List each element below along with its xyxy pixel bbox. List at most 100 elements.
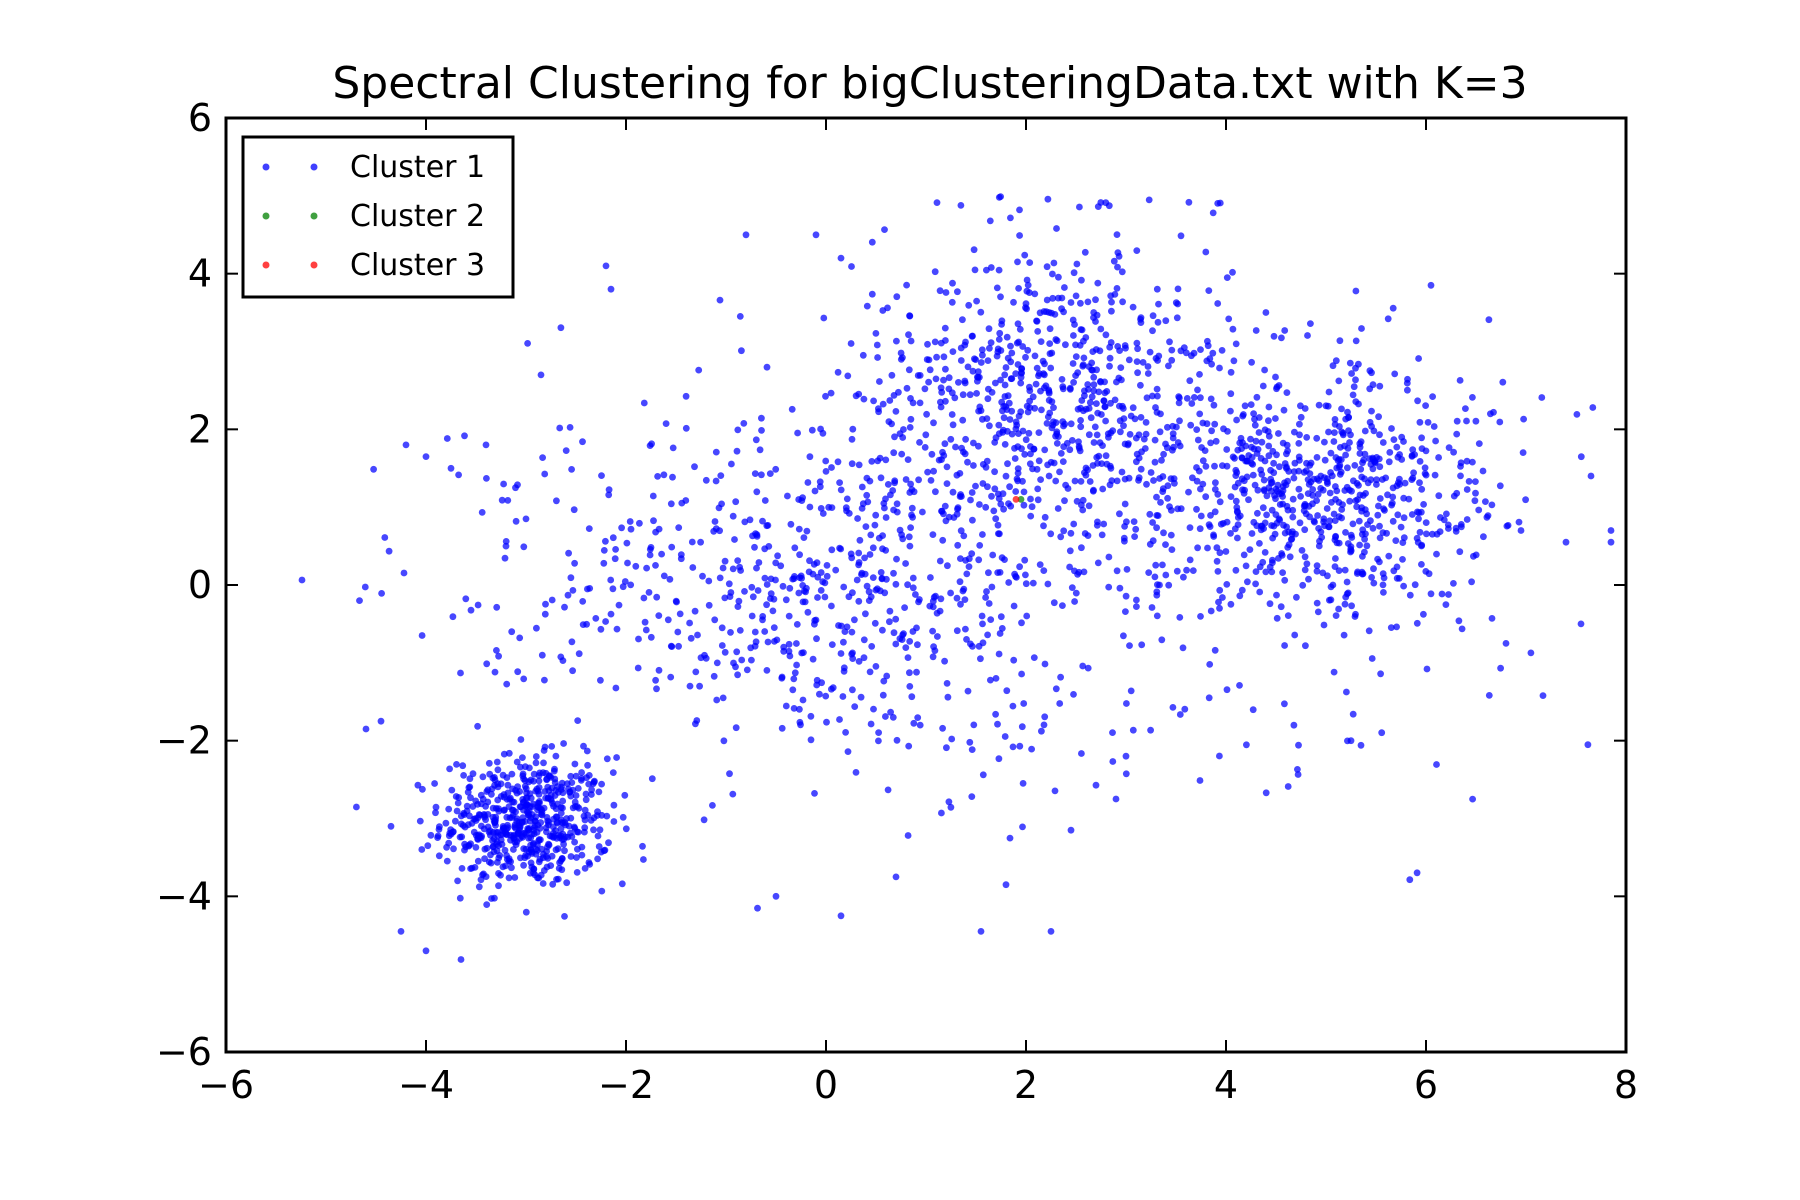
scatter-point-cluster-1	[414, 781, 422, 789]
scatter-point-cluster-1	[848, 554, 856, 562]
scatter-point-cluster-1	[906, 542, 914, 550]
scatter-point-cluster-1	[1463, 516, 1471, 523]
scatter-point-cluster-1	[996, 630, 1004, 637]
scatter-point-cluster-1	[875, 729, 882, 736]
scatter-point-cluster-1	[1114, 343, 1122, 350]
scatter-point-cluster-1	[466, 775, 474, 783]
scatter-point-cluster-1	[1174, 505, 1182, 513]
scatter-point-cluster-1	[1281, 529, 1289, 537]
scatter-point-cluster-1	[1122, 608, 1129, 615]
scatter-point-cluster-1	[470, 815, 478, 823]
scatter-point-cluster-1	[1225, 315, 1233, 323]
scatter-point-cluster-1	[453, 807, 461, 815]
scatter-point-cluster-1	[909, 513, 916, 521]
scatter-point-cluster-1	[1109, 758, 1117, 765]
scatter-point-cluster-1	[860, 636, 868, 644]
scatter-point-cluster-1	[872, 663, 880, 670]
scatter-point-cluster-1	[752, 436, 760, 444]
scatter-point-cluster-1	[1346, 359, 1354, 367]
scatter-point-cluster-1	[1379, 439, 1387, 446]
scatter-point-cluster-1	[1116, 417, 1124, 425]
scatter-point-cluster-1	[929, 531, 937, 538]
scatter-point-cluster-1	[1346, 486, 1353, 494]
scatter-point-cluster-1	[979, 771, 987, 779]
scatter-point-cluster-1	[985, 569, 992, 577]
scatter-point-cluster-1	[743, 666, 751, 674]
scatter-point-cluster-1	[1016, 206, 1023, 214]
scatter-point-cluster-1	[914, 714, 922, 721]
scatter-point-cluster-1	[1073, 260, 1081, 268]
scatter-point-cluster-1	[1502, 640, 1510, 647]
scatter-point-cluster-1	[1376, 522, 1383, 530]
scatter-point-cluster-1	[607, 285, 615, 293]
scatter-point-cluster-1	[1094, 279, 1102, 287]
scatter-point-cluster-1	[1023, 305, 1030, 313]
scatter-point-cluster-1	[914, 641, 921, 649]
scatter-point-cluster-1	[508, 628, 516, 636]
scatter-point-cluster-1	[583, 747, 591, 755]
scatter-point-cluster-1	[906, 489, 914, 496]
scatter-point-cluster-1	[1067, 299, 1075, 306]
scatter-point-cluster-1	[893, 500, 901, 508]
scatter-point-cluster-1	[1443, 510, 1450, 518]
scatter-point-cluster-1	[716, 527, 723, 535]
scatter-point-cluster-1	[664, 616, 672, 624]
scatter-point-cluster-1	[978, 612, 986, 620]
scatter-point-cluster-1	[909, 584, 917, 592]
scatter-point-cluster-1	[1176, 711, 1184, 718]
scatter-point-cluster-1	[1227, 600, 1235, 608]
scatter-point-cluster-1	[752, 638, 760, 646]
scatter-point-cluster-1	[1341, 566, 1349, 574]
scatter-point-cluster-1	[503, 852, 510, 859]
scatter-point-cluster-1	[1013, 475, 1021, 483]
scatter-point-cluster-1	[602, 537, 609, 545]
scatter-point-cluster-1	[1361, 450, 1369, 458]
scatter-point-cluster-1	[1088, 393, 1096, 401]
scatter-point-cluster-1	[1078, 750, 1085, 757]
scatter-point-cluster-1	[976, 501, 983, 508]
scatter-point-cluster-1	[977, 308, 985, 316]
scatter-point-cluster-1	[1024, 281, 1032, 289]
scatter-point-cluster-1	[1223, 581, 1231, 588]
scatter-point-cluster-1	[578, 775, 585, 782]
scatter-point-cluster-1	[806, 453, 814, 461]
scatter-point-cluster-1	[1066, 563, 1073, 571]
scatter-point-cluster-1	[770, 595, 778, 603]
scatter-point-cluster-1	[736, 627, 744, 634]
scatter-point-cluster-1	[1384, 315, 1392, 323]
scatter-point-cluster-1	[975, 642, 983, 650]
scatter-point-cluster-1	[1410, 469, 1417, 477]
scatter-point-cluster-1	[1014, 465, 1022, 472]
scatter-point-cluster-1	[944, 562, 951, 570]
scatter-point-cluster-1	[1348, 370, 1355, 377]
scatter-point-cluster-1	[1196, 525, 1204, 533]
scatter-point-cluster-1	[1188, 400, 1196, 407]
scatter-point-cluster-1	[1214, 300, 1222, 307]
scatter-point-cluster-1	[1234, 534, 1241, 542]
scatter-point-cluster-1	[1338, 405, 1345, 413]
scatter-point-cluster-1	[1045, 396, 1053, 404]
scatter-point-cluster-1	[791, 669, 799, 677]
scatter-point-cluster-1	[1014, 320, 1022, 328]
scatter-point-cluster-1	[1417, 508, 1425, 516]
scatter-point-cluster-1	[1151, 573, 1159, 581]
scatter-point-cluster-1	[751, 628, 759, 636]
scatter-point-cluster-1	[1102, 331, 1110, 339]
scatter-point-cluster-1	[500, 791, 508, 798]
scatter-point-cluster-1	[1422, 471, 1430, 479]
scatter-point-cluster-1	[490, 817, 498, 825]
scatter-point-cluster-1	[1352, 497, 1360, 504]
scatter-point-cluster-1	[419, 785, 426, 793]
scatter-point-cluster-1	[1488, 501, 1496, 509]
scatter-point-cluster-1	[782, 702, 790, 710]
scatter-point-cluster-1	[1490, 408, 1497, 416]
scatter-point-cluster-1	[720, 737, 728, 745]
scatter-point-cluster-1	[975, 442, 982, 450]
scatter-point-cluster-1	[1577, 620, 1585, 628]
scatter-point-cluster-1	[810, 561, 818, 568]
scatter-point-cluster-1	[513, 758, 521, 766]
scatter-point-cluster-1	[1284, 612, 1292, 619]
scatter-point-cluster-1	[1097, 325, 1105, 333]
scatter-point-cluster-1	[906, 669, 913, 677]
scatter-point-cluster-1	[1006, 416, 1014, 423]
